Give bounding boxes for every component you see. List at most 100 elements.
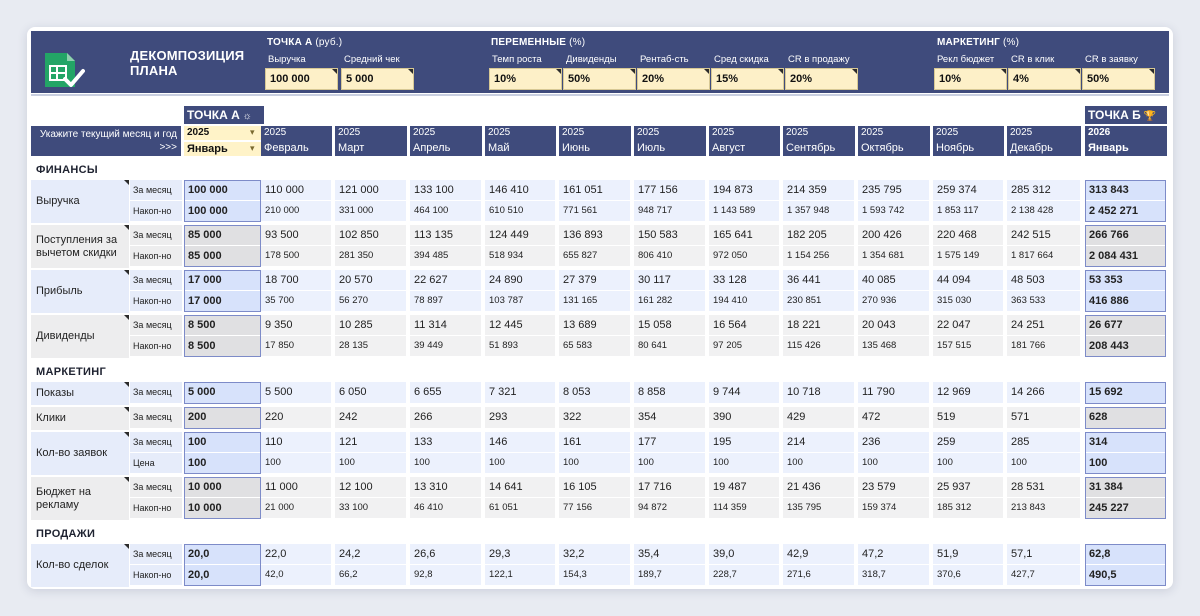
param-input[interactable]: 10% xyxy=(489,68,562,90)
value-cell: 36 441 xyxy=(783,270,854,290)
chevron-down-icon[interactable]: ▾ xyxy=(250,143,255,153)
value-cell: 29,3 xyxy=(485,544,555,564)
value-cell: 200 xyxy=(184,407,261,428)
value-cell: 115 426 xyxy=(783,336,854,356)
value-cell: 1 154 256 xyxy=(783,246,854,266)
value-cell: 133 xyxy=(410,432,481,452)
value-cell: 5 500 xyxy=(261,382,331,403)
param-input[interactable]: 20% xyxy=(637,68,710,90)
month-year: 2025 xyxy=(335,126,407,141)
metric-label: Кол-во сделок xyxy=(31,544,129,587)
value-cell: 6 655 xyxy=(410,382,481,403)
value-cell: 2 452 271 xyxy=(1085,201,1166,221)
value-cell: 1 575 149 xyxy=(933,246,1003,266)
value-cell: 124 449 xyxy=(485,225,555,245)
value-cell: 15 692 xyxy=(1085,382,1166,403)
value-cell: 61 051 xyxy=(485,498,555,518)
value-cell: 31 384 xyxy=(1085,477,1166,497)
value-cell: 159 374 xyxy=(858,498,929,518)
month-dropdown[interactable]: Январь xyxy=(184,142,262,156)
value-cell: 220 468 xyxy=(933,225,1003,245)
value-cell: 100 xyxy=(1007,453,1080,473)
month-prompt-label: Укажите текущий месяц и год >>> xyxy=(31,126,181,156)
sparkle-icon: ☼ xyxy=(239,111,252,122)
value-cell: 189,7 xyxy=(634,565,705,585)
month-name: Июнь xyxy=(559,141,631,156)
param-label: Рентаб-сть xyxy=(640,54,689,65)
param-input[interactable]: 10% xyxy=(934,68,1007,90)
value-cell: 472 xyxy=(858,407,929,428)
sub-label: За месяц xyxy=(130,432,182,452)
value-cell: 28 135 xyxy=(335,336,406,356)
value-cell: 9 744 xyxy=(709,382,779,403)
value-cell: 157 515 xyxy=(933,336,1003,356)
value-cell: 17 850 xyxy=(261,336,331,356)
year-dropdown[interactable]: 2025 xyxy=(184,126,262,140)
marketing-unit: (%) xyxy=(1002,37,1020,48)
value-cell: 42,9 xyxy=(783,544,854,564)
param-label: Сред скидка xyxy=(714,54,769,65)
value-cell: 21 436 xyxy=(783,477,854,497)
param-input[interactable]: 5 000 xyxy=(341,68,414,90)
value-cell: 32,2 xyxy=(559,544,630,564)
header-band: ДЕКОМПОЗИЦИЯ ПЛАНА ТОЧКА А (руб.) ПЕРЕМЕ… xyxy=(31,31,1169,93)
value-cell: 121 xyxy=(335,432,406,452)
metric-label: Поступления за вычетом скидки xyxy=(31,225,129,268)
value-cell: 11 000 xyxy=(261,477,331,497)
month-name: Январь xyxy=(1085,141,1167,156)
value-cell: 5 000 xyxy=(184,382,261,403)
param-label: Дивиденды xyxy=(566,54,617,65)
value-cell: 16 564 xyxy=(709,315,779,335)
value-cell: 194 410 xyxy=(709,291,779,311)
marketing-title: МАРКЕТИНГ xyxy=(937,37,1000,48)
sub-label: Накоп-но xyxy=(130,498,182,518)
param-input[interactable]: 20% xyxy=(785,68,858,90)
value-cell: 331 000 xyxy=(335,201,406,221)
param-input[interactable]: 100 000 xyxy=(265,68,338,90)
value-cell: 100 xyxy=(335,453,406,473)
tag-point-a: ТОЧКА А ☼ xyxy=(184,106,264,124)
value-cell: 1 593 742 xyxy=(858,201,929,221)
sub-label: Накоп-но xyxy=(130,336,182,356)
chevron-down-icon[interactable]: ▾ xyxy=(250,127,255,137)
param-input[interactable]: 4% xyxy=(1008,68,1081,90)
value-cell: 14 641 xyxy=(485,477,555,497)
metric-label: Кол-во заявок xyxy=(31,432,129,475)
variables-group-title: ПЕРЕМЕННЫЕ (%) xyxy=(491,37,585,48)
value-cell: 214 359 xyxy=(783,180,854,200)
value-cell: 150 583 xyxy=(634,225,705,245)
value-cell: 8 053 xyxy=(559,382,630,403)
param-input[interactable]: 15% xyxy=(711,68,784,90)
value-cell: 11 790 xyxy=(858,382,929,403)
point-a-title: ТОЧКА А xyxy=(267,37,313,48)
sub-label: Накоп-но xyxy=(130,291,182,311)
param-input[interactable]: 50% xyxy=(1082,68,1155,90)
metric-label: Прибыль xyxy=(31,270,129,313)
param-input[interactable]: 50% xyxy=(563,68,636,90)
value-cell: 16 105 xyxy=(559,477,630,497)
value-cell: 208 443 xyxy=(1085,336,1166,356)
value-cell: 266 766 xyxy=(1085,225,1166,245)
value-cell: 110 xyxy=(261,432,331,452)
value-cell: 228,7 xyxy=(709,565,779,585)
value-cell: 370,6 xyxy=(933,565,1003,585)
value-cell: 518 934 xyxy=(485,246,555,266)
value-cell: 390 xyxy=(709,407,779,428)
value-cell: 195 xyxy=(709,432,779,452)
value-cell: 62,8 xyxy=(1085,544,1166,564)
metric-label: Выручка xyxy=(31,180,129,223)
section-title: МАРКЕТИНГ xyxy=(36,366,106,378)
month-name: Сентябрь xyxy=(783,141,855,156)
value-cell: 194 873 xyxy=(709,180,779,200)
month-name: Февраль xyxy=(261,141,332,156)
value-cell: 182 205 xyxy=(783,225,854,245)
value-cell: 285 312 xyxy=(1007,180,1080,200)
value-cell: 42,0 xyxy=(261,565,331,585)
value-cell: 80 641 xyxy=(634,336,705,356)
value-cell: 100 000 xyxy=(184,201,261,221)
value-cell: 1 357 948 xyxy=(783,201,854,221)
value-cell: 314 xyxy=(1085,432,1166,452)
month-name: Июль xyxy=(634,141,706,156)
value-cell: 17 000 xyxy=(184,270,261,290)
value-cell: 259 374 xyxy=(933,180,1003,200)
